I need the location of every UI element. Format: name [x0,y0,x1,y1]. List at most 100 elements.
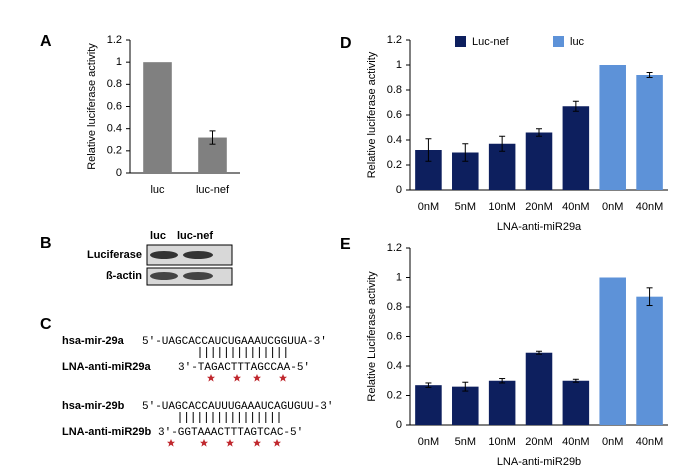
y-tick-label: 1 [396,59,402,71]
panel-label: D [340,35,352,52]
x-tick-label: 20nM [525,436,553,448]
row-label: Luciferase [87,249,142,261]
error-bar [536,350,542,355]
y-tick-label: 0.4 [387,360,402,372]
sequence: 3′-TAGACTTTAGCCAA-5′ [178,362,310,374]
star [207,374,215,382]
star [226,439,234,447]
y-tick-label: 1 [396,271,402,283]
seq-name: hsa-mir-29a [62,335,125,347]
star [253,439,261,447]
bar [143,62,172,173]
lane-label: luc-nef [177,230,213,242]
bar [599,277,626,425]
x-tick-label: 40nM [636,436,664,448]
x-tick-label: 20nM [525,201,553,213]
seq-name: hsa-mir-29b [62,400,125,412]
x-tick-label: 10nM [488,436,516,448]
y-tick-label: 0.4 [107,123,122,135]
x-axis-label: LNA-anti-miR29b [497,456,581,468]
star [167,439,175,447]
x-tick-label: luc-nef [196,184,230,196]
panel-label: E [340,236,351,253]
y-tick-label: 0 [396,419,402,431]
bar [452,386,479,425]
error-bar [536,128,542,137]
y-tick-label: 0.8 [107,78,122,90]
y-tick-label: 0.6 [107,100,122,112]
x-axis-label: LNA-anti-miR29a [497,221,582,233]
x-tick-label: 40nM [636,201,664,213]
error-bar [462,381,469,392]
y-tick-label: 0.4 [387,134,402,146]
blot-band [183,272,213,280]
lane-label: luc [150,230,166,242]
bar [636,296,663,425]
bar [488,380,516,425]
y-tick-label: 1.2 [107,34,122,46]
panel-label: C [40,316,52,333]
error-bar [209,130,216,145]
y-tick-label: 0.6 [387,330,402,342]
star [279,374,287,382]
legend-swatch [455,36,466,47]
legend-label: Luc-nef [472,36,510,48]
error-bar [499,135,506,152]
error-bar [499,378,506,384]
x-tick-label: 5nM [455,201,476,213]
x-tick-label: 40nM [562,436,590,448]
x-tick-label: 40nM [562,201,590,213]
blot-band [183,251,213,259]
y-tick-label: 0.8 [387,301,402,313]
y-tick-label: 0.8 [387,84,402,96]
legend-label: luc [570,36,585,48]
bar [562,380,590,425]
y-tick-label: 0.2 [387,389,402,401]
star [233,374,241,382]
error-bar [646,287,653,307]
error-bar [462,143,469,162]
sequence: 3′-GGTAAACTTTAGTCAC-5′ [158,427,303,439]
x-tick-label: 0nM [602,436,623,448]
x-tick-label: 0nM [418,436,439,448]
blot-band [150,251,178,259]
pairing [167,347,287,447]
legend-swatch [553,36,564,47]
y-tick-label: 1.2 [387,242,402,254]
y-axis-label: Relative luciferase activity [86,43,98,170]
bar [415,385,442,425]
error-bar [646,72,653,78]
star [253,374,261,382]
x-tick-label: luc [150,184,165,196]
blot-band [150,272,178,280]
star [200,439,208,447]
bar [636,75,663,190]
y-tick-label: 0.2 [107,145,122,157]
panel-label: B [40,235,52,252]
row-label: ß-actin [106,270,142,282]
y-tick-label: 1.2 [387,34,402,46]
seq-name: LNA-anti-miR29a [62,361,152,373]
bar [525,132,553,190]
y-tick-label: 0.6 [387,109,402,121]
y-axis-label: Relative Luciferase activity [366,271,378,402]
sequence: 5′-UAGCACCAUCUGAAAUCGGUUA-3′ [142,336,327,348]
sequence: 5′-UAGCACCAUUUGAAAUCAGUGUU-3′ [142,401,333,413]
bar [525,352,553,425]
y-tick-label: 0 [396,184,402,196]
x-tick-label: 5nM [455,436,476,448]
error-bar [425,382,432,388]
bar [562,106,590,190]
y-tick-label: 1 [116,56,122,68]
error-bar [572,100,579,112]
error-bar [572,378,579,383]
x-tick-label: 0nM [418,201,439,213]
y-tick-label: 0 [116,167,122,179]
error-bar [425,138,432,162]
bar [599,65,626,190]
y-axis-label: Relative luciferase activity [366,51,378,178]
seq-name: LNA-anti-miR29b [62,426,152,438]
star [273,439,281,447]
y-tick-label: 0.2 [387,159,402,171]
